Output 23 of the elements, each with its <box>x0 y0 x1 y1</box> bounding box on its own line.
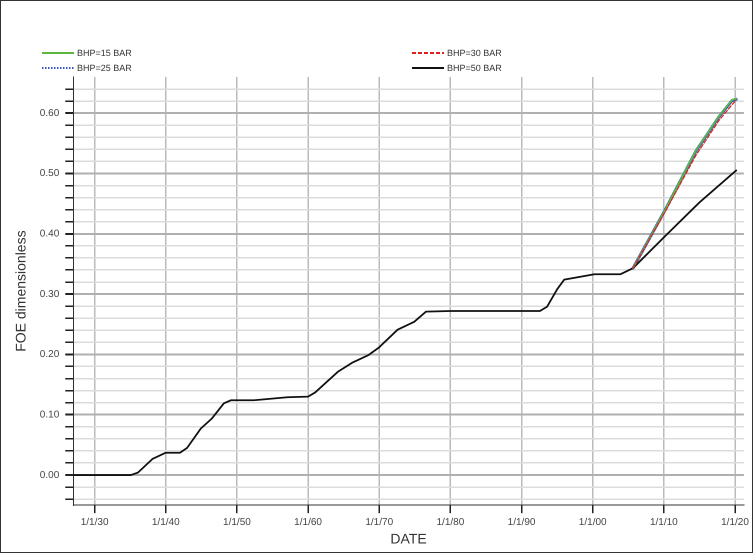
y-tick-label: 0.50 <box>40 168 60 180</box>
x-tick-label: 1/1/20 <box>721 516 750 528</box>
legend-label: BHP=15 BAR <box>77 48 132 58</box>
x-tick-label: 1/1/00 <box>578 516 608 528</box>
legend-label: BHP=30 BAR <box>447 48 502 58</box>
y-tick-label: 0.60 <box>40 108 60 119</box>
y-tick-label: 0.10 <box>40 409 60 420</box>
y-tick-label: 0.00 <box>40 470 60 481</box>
y-axis-title: FOE dimensionless <box>12 230 28 352</box>
x-tick-label: 1/1/10 <box>650 516 678 528</box>
legend-label: BHP=25 BAR <box>77 62 132 72</box>
y-tick-label: 0.20 <box>40 349 60 360</box>
x-tick-label: 1/1/30 <box>80 516 109 528</box>
x-tick-label: 1/1/70 <box>365 516 394 528</box>
x-axis-title: DATE <box>390 530 427 546</box>
y-tick-label: 0.30 <box>40 288 60 300</box>
x-tick-label: 1/1/90 <box>508 516 536 528</box>
legend-label: BHP=50 BAR <box>447 62 502 72</box>
x-tick-label: 1/1/60 <box>294 516 322 528</box>
x-tick-label: 1/1/50 <box>223 516 252 528</box>
x-tick-label: 1/1/80 <box>436 516 465 528</box>
x-tick-label: 1/1/40 <box>152 516 180 528</box>
y-tick-label: 0.40 <box>40 228 60 240</box>
